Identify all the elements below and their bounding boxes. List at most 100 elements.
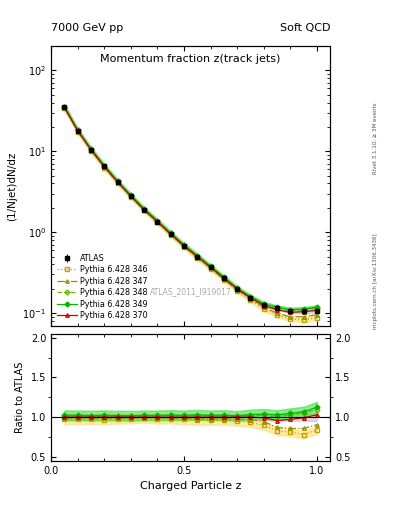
Pythia 6.428 348: [275, 305, 279, 311]
Pythia 6.428 346: [115, 180, 120, 186]
Pythia 6.428 370: [314, 307, 319, 313]
Pythia 6.428 347: [208, 265, 213, 271]
Pythia 6.428 349: [288, 307, 293, 313]
Pythia 6.428 347: [235, 287, 239, 293]
Pythia 6.428 370: [155, 219, 160, 225]
Pythia 6.428 348: [195, 253, 200, 259]
Pythia 6.428 348: [129, 193, 133, 199]
Pythia 6.428 346: [275, 312, 279, 318]
Pythia 6.428 348: [208, 264, 213, 270]
Pythia 6.428 347: [115, 179, 120, 185]
Pythia 6.428 346: [129, 194, 133, 200]
Line: Pythia 6.428 348: Pythia 6.428 348: [62, 105, 319, 312]
Pythia 6.428 349: [208, 263, 213, 269]
Pythia 6.428 370: [222, 275, 226, 281]
Pythia 6.428 370: [208, 264, 213, 270]
Pythia 6.428 349: [261, 301, 266, 307]
Pythia 6.428 347: [155, 219, 160, 225]
Pythia 6.428 347: [102, 164, 107, 170]
Pythia 6.428 349: [168, 230, 173, 236]
Pythia 6.428 346: [62, 105, 67, 112]
Pythia 6.428 370: [275, 307, 279, 313]
Pythia 6.428 348: [314, 305, 319, 311]
Pythia 6.428 347: [261, 304, 266, 310]
Pythia 6.428 346: [142, 207, 147, 213]
Pythia 6.428 348: [102, 163, 107, 169]
Pythia 6.428 346: [155, 219, 160, 225]
Pythia 6.428 346: [182, 244, 186, 250]
Pythia 6.428 370: [182, 243, 186, 249]
Pythia 6.428 349: [75, 127, 80, 133]
Pythia 6.428 370: [102, 163, 107, 169]
Pythia 6.428 349: [155, 218, 160, 224]
X-axis label: Charged Particle z: Charged Particle z: [140, 481, 241, 491]
Pythia 6.428 348: [142, 206, 147, 212]
Text: 7000 GeV pp: 7000 GeV pp: [51, 23, 123, 33]
Text: mcplots.cern.ch [arXiv:1306.3436]: mcplots.cern.ch [arXiv:1306.3436]: [373, 234, 378, 329]
Pythia 6.428 370: [62, 104, 67, 111]
Pythia 6.428 349: [62, 103, 67, 110]
Pythia 6.428 347: [62, 105, 67, 111]
Line: Pythia 6.428 347: Pythia 6.428 347: [62, 106, 319, 318]
Pythia 6.428 346: [168, 231, 173, 238]
Pythia 6.428 349: [301, 306, 306, 312]
Pythia 6.428 346: [248, 297, 253, 303]
Pythia 6.428 346: [301, 317, 306, 323]
Pythia 6.428 346: [235, 287, 239, 293]
Pythia 6.428 346: [208, 266, 213, 272]
Pythia 6.428 346: [75, 129, 80, 135]
Pythia 6.428 349: [222, 274, 226, 281]
Pythia 6.428 370: [88, 146, 93, 153]
Pythia 6.428 346: [102, 164, 107, 170]
Pythia 6.428 346: [314, 314, 319, 321]
Pythia 6.428 349: [102, 163, 107, 169]
Pythia 6.428 348: [222, 274, 226, 281]
Y-axis label: Ratio to ATLAS: Ratio to ATLAS: [15, 361, 25, 433]
Pythia 6.428 370: [129, 193, 133, 199]
Pythia 6.428 347: [75, 128, 80, 134]
Pythia 6.428 349: [182, 242, 186, 248]
Pythia 6.428 348: [168, 230, 173, 237]
Pythia 6.428 349: [115, 178, 120, 184]
Pythia 6.428 346: [261, 306, 266, 312]
Pythia 6.428 347: [275, 310, 279, 316]
Pythia 6.428 370: [75, 127, 80, 134]
Text: Soft QCD: Soft QCD: [280, 23, 330, 33]
Pythia 6.428 370: [261, 303, 266, 309]
Pythia 6.428 348: [248, 294, 253, 300]
Pythia 6.428 347: [168, 231, 173, 238]
Pythia 6.428 349: [129, 193, 133, 199]
Pythia 6.428 347: [182, 243, 186, 249]
Pythia 6.428 370: [301, 309, 306, 315]
Pythia 6.428 348: [182, 242, 186, 248]
Pythia 6.428 370: [195, 253, 200, 260]
Y-axis label: (1/Njet)dN/dz: (1/Njet)dN/dz: [7, 151, 17, 221]
Pythia 6.428 346: [222, 276, 226, 283]
Line: Pythia 6.428 346: Pythia 6.428 346: [62, 106, 319, 322]
Pythia 6.428 370: [288, 309, 293, 315]
Pythia 6.428 370: [235, 286, 239, 292]
Pythia 6.428 347: [301, 314, 306, 320]
Pythia 6.428 349: [314, 304, 319, 310]
Pythia 6.428 370: [168, 231, 173, 237]
Pythia 6.428 346: [288, 316, 293, 322]
Pythia 6.428 347: [314, 312, 319, 318]
Pythia 6.428 349: [248, 293, 253, 300]
Pythia 6.428 349: [142, 206, 147, 212]
Pythia 6.428 347: [88, 147, 93, 153]
Pythia 6.428 370: [142, 206, 147, 212]
Text: Rivet 3.1.10, ≥ 3M events: Rivet 3.1.10, ≥ 3M events: [373, 102, 378, 174]
Pythia 6.428 348: [288, 307, 293, 313]
Text: ATLAS_2011_I919017: ATLAS_2011_I919017: [150, 288, 231, 296]
Pythia 6.428 348: [115, 178, 120, 184]
Pythia 6.428 370: [248, 294, 253, 301]
Pythia 6.428 347: [195, 254, 200, 260]
Pythia 6.428 349: [88, 146, 93, 152]
Text: Momentum fraction z(track jets): Momentum fraction z(track jets): [101, 54, 281, 65]
Pythia 6.428 347: [248, 296, 253, 302]
Pythia 6.428 347: [288, 314, 293, 320]
Pythia 6.428 348: [88, 146, 93, 153]
Pythia 6.428 349: [275, 304, 279, 310]
Pythia 6.428 348: [62, 104, 67, 110]
Pythia 6.428 349: [195, 252, 200, 259]
